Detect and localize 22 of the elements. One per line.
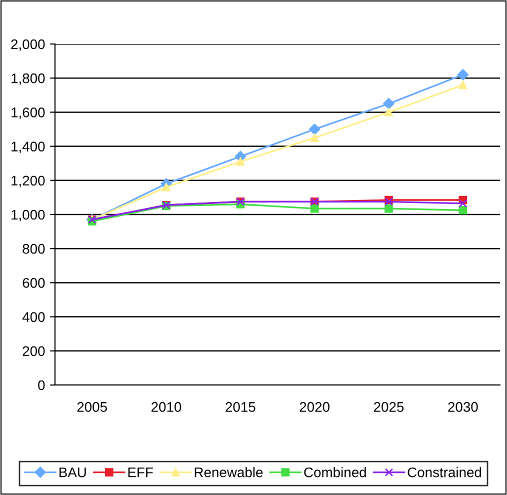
y-tick-label: 1,200 — [12, 176, 45, 188]
x-tick-label: 2020 — [300, 402, 330, 412]
y-tick-label: 2,000 — [11, 39, 45, 51]
x-tick-label: 2025 — [374, 402, 404, 412]
y-tick-label: 800 — [22, 244, 45, 254]
legend-label: Renewable — [194, 467, 263, 478]
legend-label: EFF — [128, 468, 153, 478]
y-tick-label: 400 — [22, 312, 45, 322]
y-tick-label: 200 — [22, 346, 45, 356]
legend-label: BAU — [60, 468, 86, 478]
y-tick-label: 1,800 — [12, 73, 45, 85]
y-tick-label: 1,600 — [12, 108, 45, 120]
y-tick-label: 600 — [22, 278, 45, 288]
x-tick-label: 2005 — [77, 402, 107, 412]
legend-label: Constrained — [408, 467, 482, 478]
x-tick-label: 2030 — [448, 402, 478, 412]
y-tick-label: 1,000 — [12, 210, 45, 222]
legend-label: Combined — [304, 467, 366, 478]
x-tick-label: 2015 — [226, 402, 256, 412]
x-tick-label: 2010 — [152, 402, 182, 412]
y-tick-label: 1,400 — [12, 142, 45, 154]
y-tick-label: 0 — [38, 380, 45, 390]
